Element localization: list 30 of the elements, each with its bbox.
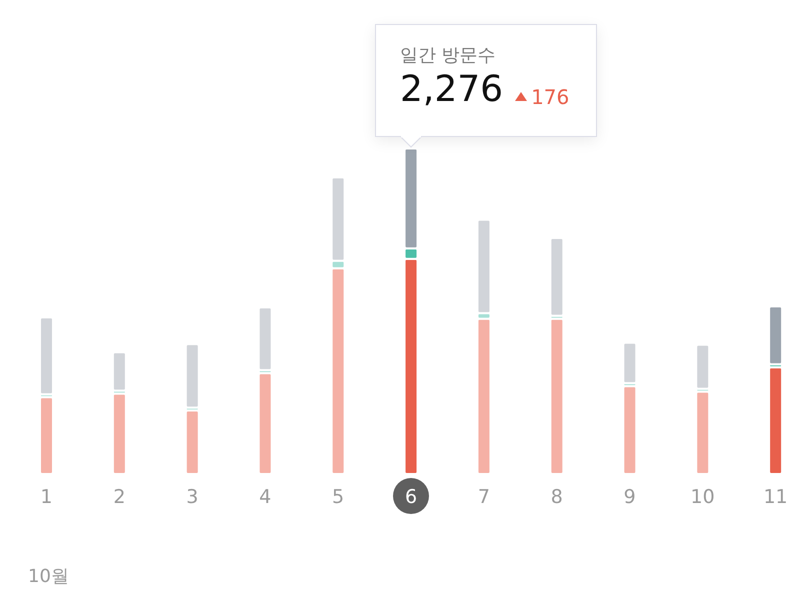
x-tick-label: 8: [550, 486, 563, 508]
text: 176: [531, 84, 570, 108]
x-tick-label: 5: [332, 486, 344, 508]
x-tick-label: 1: [40, 486, 52, 508]
bar: [622, 385, 638, 475]
bar: [112, 351, 127, 392]
bar: [39, 316, 54, 396]
x-tick-label: 3: [186, 486, 198, 508]
bar: [768, 366, 784, 475]
bar: [549, 318, 564, 475]
x-tick-label: 11: [763, 486, 788, 508]
x-tick-label: 2: [113, 486, 126, 508]
bar: [112, 392, 127, 475]
text: 2,276: [400, 69, 504, 110]
x-tick-label: 9: [624, 486, 636, 508]
bar: [258, 372, 273, 475]
bar: [695, 344, 710, 390]
bar: [184, 410, 200, 475]
text: 일간 방문수: [400, 44, 497, 67]
bar: [695, 390, 710, 475]
x-tick-label: 10: [690, 486, 715, 508]
x-axis-title: 10월: [28, 565, 69, 588]
bar: [184, 343, 200, 409]
bar: [622, 342, 638, 384]
bar: [768, 305, 784, 366]
x-tick-label: 4: [259, 486, 272, 508]
x-tick-label: 7: [478, 486, 490, 508]
bar: [39, 396, 54, 475]
bar: [258, 306, 273, 372]
x-tick-label: 6: [404, 486, 418, 508]
